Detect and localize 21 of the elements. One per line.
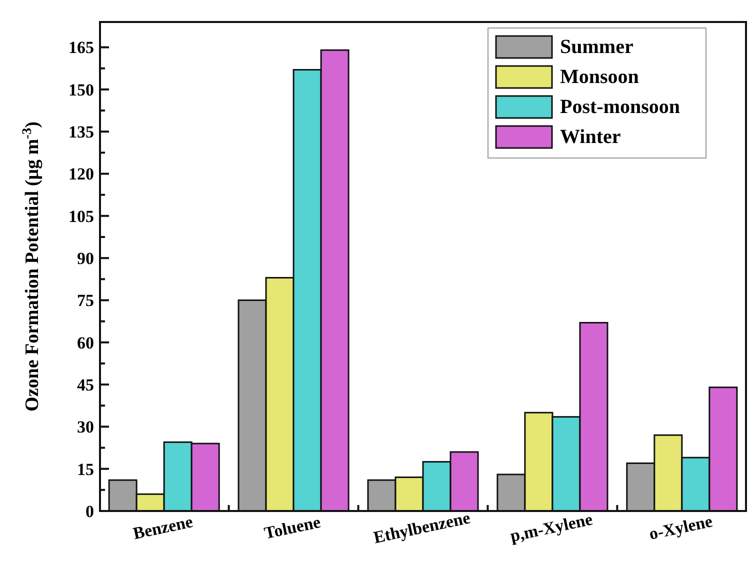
y-tick-label: 120 <box>68 164 94 184</box>
legend-label: Winter <box>560 126 621 148</box>
y-tick-label: 90 <box>77 249 94 268</box>
y-tick-label: 135 <box>68 122 94 142</box>
y-tick-label: 75 <box>77 291 94 310</box>
y-tick-label: 45 <box>77 375 94 394</box>
y-tick-label: 15 <box>77 460 94 479</box>
legend-label: Summer <box>560 36 634 58</box>
y-tick-label: 105 <box>68 206 94 226</box>
x-tick-label: Benzene <box>131 512 195 544</box>
x-tick-label: p,m-Xylene <box>508 510 595 546</box>
x-tick-label: o-Xylene <box>647 512 715 544</box>
y-tick-label: 150 <box>68 80 94 100</box>
y-tick-label: 165 <box>68 38 94 58</box>
y-tick-label: 0 <box>86 502 94 521</box>
x-tick-label: Toluene <box>262 512 323 543</box>
legend-label: Monsoon <box>560 66 639 88</box>
y-tick-label: 30 <box>77 418 94 437</box>
y-tick-label: 60 <box>77 333 94 352</box>
x-tick-label: Ethylbenzene <box>372 508 472 548</box>
legend-label: Post-monsoon <box>560 96 680 118</box>
